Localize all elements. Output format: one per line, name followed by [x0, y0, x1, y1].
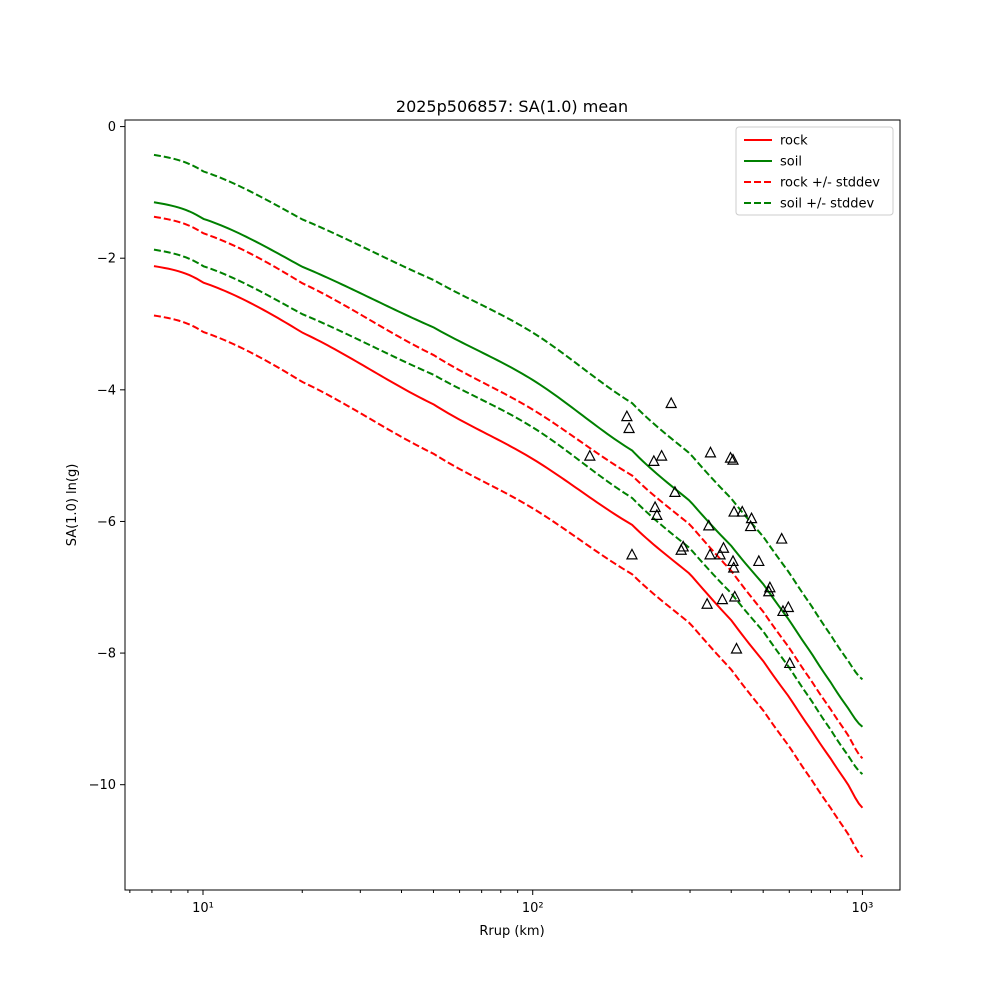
legend-label: rock +/- stddev [780, 176, 880, 191]
observation-point [727, 561, 740, 573]
legend-box [735, 126, 894, 216]
observation-point [716, 592, 729, 605]
series-line-soil-stddev [153, 248, 864, 775]
observation-point [665, 396, 678, 409]
observation-point [701, 597, 714, 609]
observation-point [776, 604, 789, 617]
observation-point [623, 421, 636, 434]
observation-point [724, 451, 737, 463]
observation-point [763, 580, 776, 593]
observation-point [650, 508, 663, 520]
observation-point [704, 446, 717, 458]
observation-point [728, 590, 741, 602]
legend-label: rock [780, 134, 808, 149]
observation-point [728, 505, 741, 517]
x-tick-label: 10¹ [192, 901, 214, 916]
legend-label: soil [780, 155, 802, 170]
observation-point [620, 409, 633, 422]
observation-point [782, 600, 795, 613]
observation-point [730, 642, 743, 654]
legend: rock soil rock +/- stddev soil +/- stddev [735, 126, 894, 216]
observation-point [736, 505, 749, 517]
observation-point [677, 540, 690, 552]
observation-point [744, 519, 757, 532]
y-tick-label: 0 [108, 120, 116, 135]
y-tick-label: −2 [97, 252, 116, 267]
legend-label: soil +/- stddev [780, 197, 875, 212]
observation-point [717, 541, 730, 553]
observation-point [775, 532, 788, 544]
x-axis-ticks: 10¹ 10² 10³ [129, 890, 874, 916]
observation-point [655, 449, 668, 461]
series-line-rock-stddev [153, 314, 864, 858]
x-tick-label: 10³ [852, 901, 874, 916]
series-line-rock [153, 265, 864, 809]
y-tick-label: −6 [97, 515, 116, 530]
observation-point [668, 485, 681, 497]
observation-point [762, 584, 775, 597]
plot-area [153, 153, 864, 858]
observation-point [714, 548, 727, 560]
observation-point [727, 554, 739, 567]
x-tick-label: 10² [522, 901, 544, 916]
observation-point [583, 449, 596, 461]
chart-title: 2025p506857: SA(1.0) mean [396, 97, 628, 116]
observation-point [727, 453, 739, 465]
observation-point [745, 511, 758, 524]
y-tick-label: −4 [97, 383, 116, 398]
series-line-rock-stddev [153, 215, 864, 760]
y-tick-label: −10 [89, 778, 116, 793]
observation-point [649, 500, 662, 513]
y-axis-label: SA(1.0) ln(g) [65, 464, 80, 547]
observation-point [704, 548, 717, 560]
y-axis-ticks: 0 −2 −4 −6 −8 −10 [89, 120, 125, 793]
y-tick-label: −8 [97, 647, 116, 662]
observation-point [752, 554, 765, 567]
observation-point [625, 548, 638, 560]
series-line-soil-stddev [153, 153, 864, 681]
observation-point [783, 656, 796, 669]
x-axis-label: Rrup (km) [479, 924, 544, 939]
axes-frame [124, 119, 901, 891]
observation-point [702, 519, 715, 531]
series-line-soil [153, 201, 864, 728]
